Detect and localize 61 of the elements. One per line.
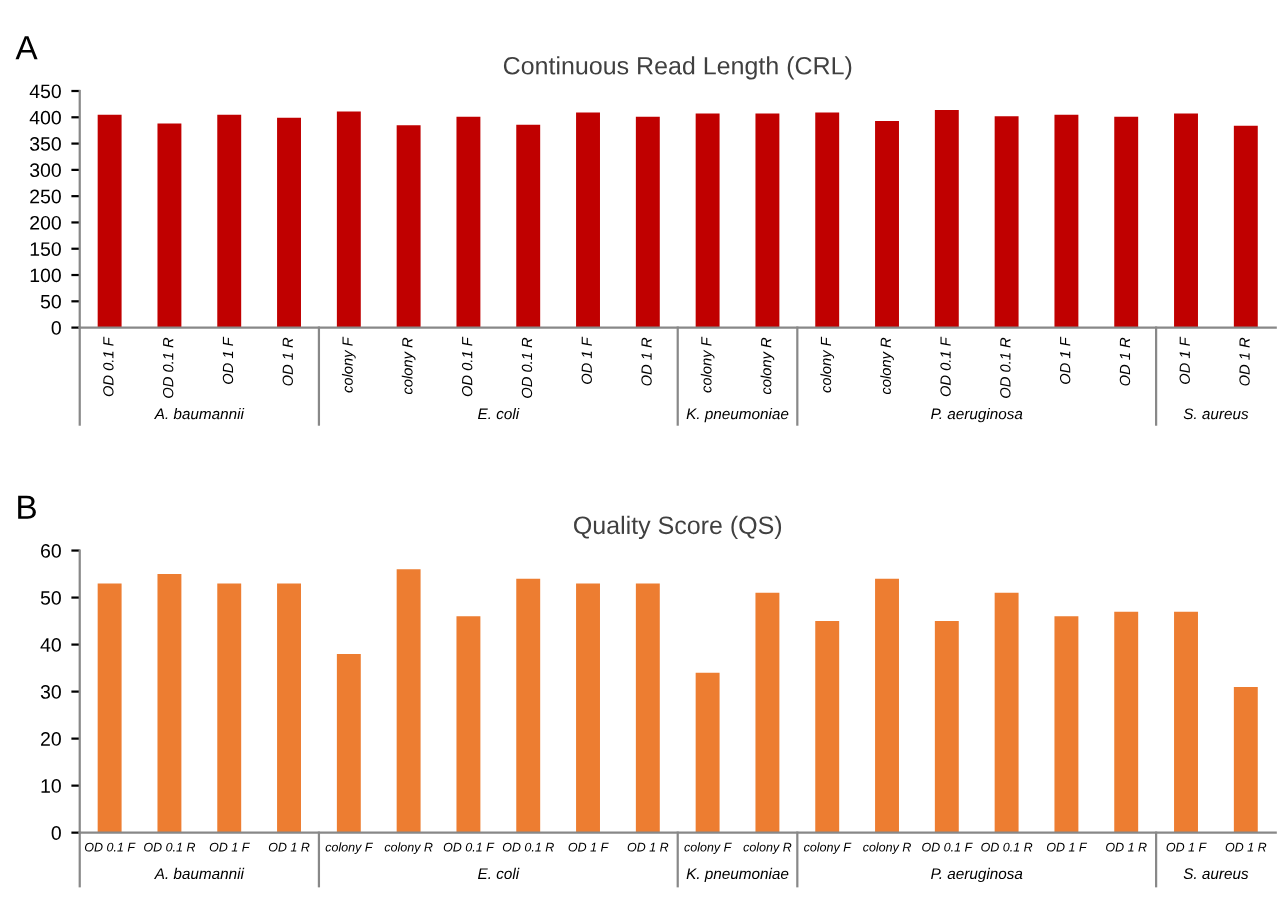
bar — [934, 621, 959, 833]
bar — [1114, 611, 1139, 833]
bar — [1233, 686, 1258, 833]
bar — [336, 653, 361, 833]
bar — [1054, 616, 1079, 833]
bar — [516, 578, 541, 833]
chart-title: Quality Score (QS) — [574, 515, 782, 540]
bar — [396, 125, 421, 328]
bar — [576, 583, 600, 833]
y-tick-label: 300 — [29, 163, 61, 178]
y-tick-label: 250 — [30, 189, 61, 204]
bar — [157, 574, 182, 833]
bar — [875, 120, 899, 328]
bar — [97, 583, 122, 833]
y-tick-label: 40 — [40, 638, 61, 652]
text: B — [18, 495, 36, 519]
bar — [217, 583, 242, 833]
bar — [97, 114, 122, 328]
y-tick-label: 30 — [40, 685, 61, 699]
bar — [277, 583, 301, 833]
y-tick-label: 20 — [41, 732, 61, 746]
y-tick-label: 10 — [41, 779, 61, 793]
bar — [217, 114, 242, 328]
bar — [1174, 113, 1198, 328]
bar — [695, 113, 720, 328]
text: A — [15, 36, 38, 60]
y-tick-label: 50 — [40, 591, 61, 605]
bar — [934, 109, 959, 328]
bar — [277, 117, 301, 328]
chart-title: Continuous Read Length (CRL) — [503, 56, 852, 80]
bar — [516, 124, 541, 328]
bar — [456, 116, 481, 328]
bar — [336, 111, 361, 328]
y-tick-label: 100 — [30, 268, 61, 283]
bar — [994, 116, 1019, 328]
y-tick-label: 0 — [51, 826, 61, 840]
bar — [1114, 116, 1139, 328]
bar — [635, 116, 660, 328]
y-tick-label: 150 — [30, 242, 61, 256]
y-tick-label: 200 — [30, 215, 61, 230]
y-tick-label: 450 — [29, 84, 61, 99]
bar — [815, 112, 840, 328]
bar — [396, 569, 421, 833]
bar — [815, 621, 840, 833]
bar — [635, 583, 660, 833]
bar — [755, 113, 780, 328]
y-tick-label: 50 — [40, 294, 61, 309]
bar — [576, 112, 600, 328]
y-tick-label: 350 — [29, 137, 61, 151]
bar — [1233, 125, 1258, 328]
bar — [456, 616, 481, 833]
bar — [875, 578, 899, 833]
bar — [157, 123, 182, 328]
bar — [695, 672, 720, 833]
bar — [994, 592, 1019, 833]
bar — [1054, 114, 1079, 328]
bar — [755, 592, 780, 833]
y-tick-label: 0 — [51, 321, 61, 335]
bar — [1174, 611, 1198, 833]
y-tick-label: 60 — [41, 544, 61, 558]
y-tick-label: 400 — [29, 110, 61, 125]
